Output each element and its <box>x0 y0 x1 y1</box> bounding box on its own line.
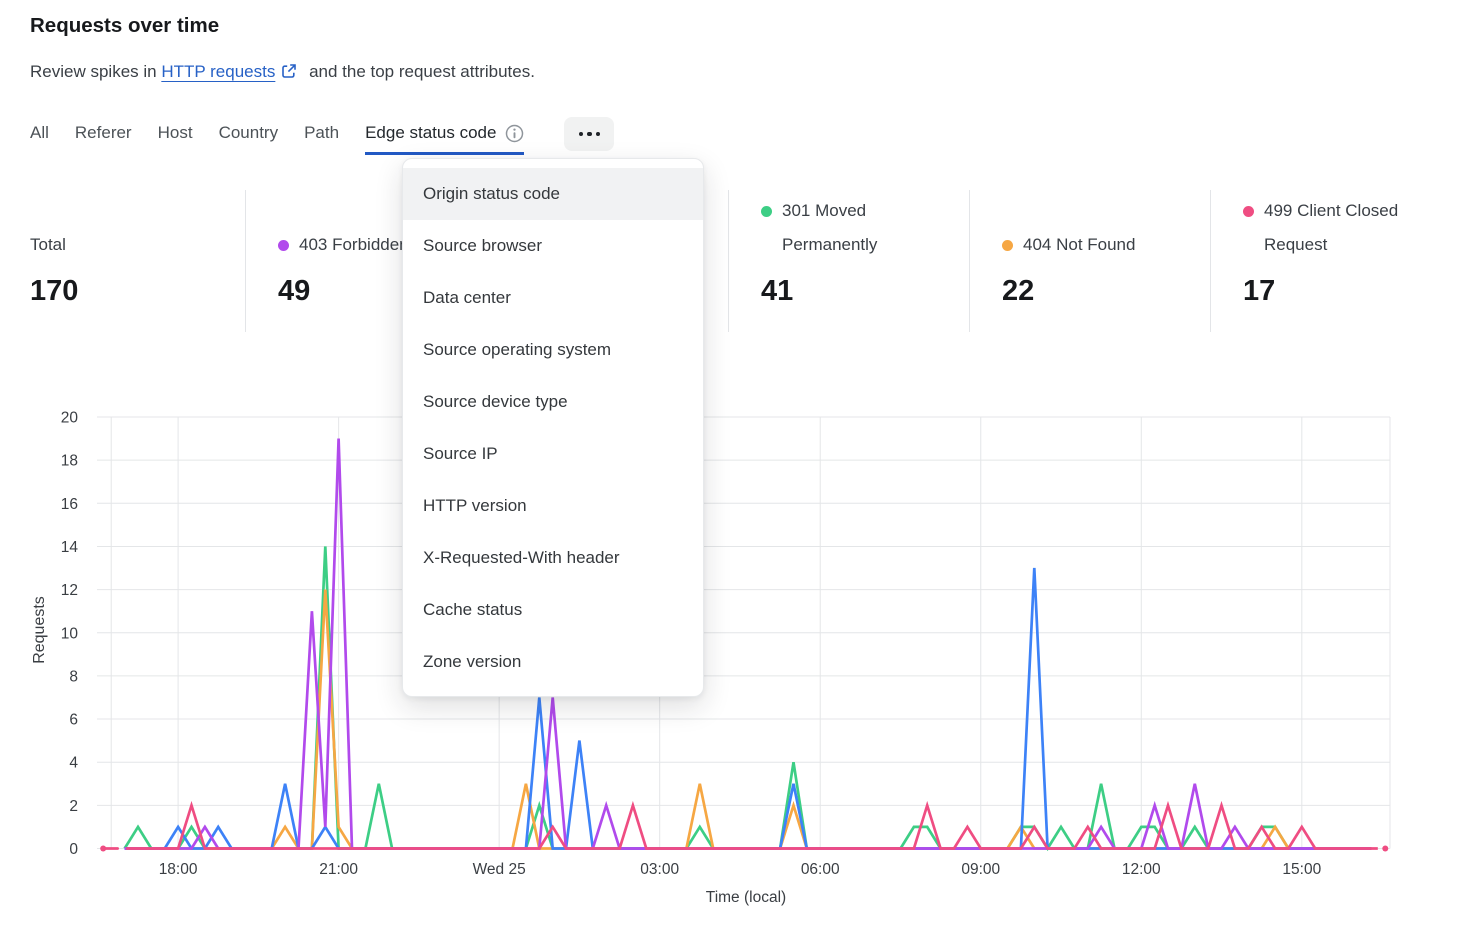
subtitle: Review spikes in HTTP requests and the t… <box>30 62 535 84</box>
y-tick-label: 6 <box>69 712 78 729</box>
tab-edge-status-code[interactable]: Edge status code <box>365 120 525 155</box>
x-axis-title: Time (local) <box>706 889 786 906</box>
attribute-dropdown-menu: Origin status code Source browser Data c… <box>402 158 704 697</box>
stat-403-value: 49 <box>278 275 311 307</box>
y-tick-label: 2 <box>69 798 78 815</box>
tab-path[interactable]: Path <box>304 123 340 142</box>
menu-item-cache-status[interactable]: Cache status <box>423 600 523 619</box>
x-tick-label: 21:00 <box>319 861 358 878</box>
legend-dot-403 <box>278 240 289 251</box>
tab-edge-status-code-label: Edge status code <box>365 123 497 142</box>
menu-item-source-browser[interactable]: Source browser <box>423 236 543 255</box>
y-tick-label: 10 <box>61 625 79 642</box>
y-tick-label: 8 <box>69 668 78 685</box>
menu-item-origin-status-code[interactable]: Origin status code <box>403 168 703 220</box>
stat-divider <box>245 190 246 332</box>
menu-item-zone-version[interactable]: Zone version <box>423 652 522 671</box>
stat-divider <box>1210 190 1211 332</box>
stat-301-moved-permanently: 301 Moved Permanently 41 <box>761 190 986 332</box>
stat-404-value: 22 <box>1002 275 1035 307</box>
series-line-499-client-closed-request <box>126 800 1378 850</box>
series-line-hidden-legend <box>124 567 1372 850</box>
stat-divider <box>969 190 970 332</box>
more-options-button[interactable] <box>564 117 615 151</box>
y-tick-label: 16 <box>61 496 78 513</box>
menu-item-x-requested-with-header[interactable]: X-Requested-With header <box>423 548 620 567</box>
tab-all[interactable]: All <box>30 123 49 142</box>
y-tick-label: 0 <box>69 841 78 858</box>
y-tick-label: 14 <box>61 539 79 556</box>
stat-total: Total 170 <box>30 190 255 332</box>
stat-404-not-found: 404 Not Found 22 <box>1002 190 1227 332</box>
stat-divider <box>728 190 729 332</box>
requests-line-chart: 0 2 4 6 8 10 12 14 16 18 20 18:00 21:00 Wed 25 03:00 06… <box>31 410 1391 906</box>
y-axis-title: Requests <box>31 596 48 664</box>
subtitle-prefix: Review spikes in <box>30 62 162 81</box>
tab-referer[interactable]: Referer <box>74 123 132 142</box>
legend-dot-404 <box>1002 240 1013 251</box>
y-tick-label: 4 <box>69 755 78 772</box>
stat-301-value: 41 <box>761 275 794 307</box>
stat-301-label: 301 Moved Permanently <box>782 201 878 254</box>
stat-499-label: 499 Client Closed Request <box>1264 201 1399 254</box>
stat-total-label: Total <box>30 235 66 254</box>
x-tick-label: 03:00 <box>640 861 679 878</box>
menu-item-data-center[interactable]: Data center <box>423 288 511 307</box>
legend-dot-301 <box>761 206 772 217</box>
series-start-dot-499-client-closed-request <box>100 845 107 852</box>
menu-item-source-device-type[interactable]: Source device type <box>423 392 568 411</box>
y-tick-label: 18 <box>61 453 78 470</box>
stat-499-client-closed-request: 499 Client Closed Request 17 <box>1243 190 1458 332</box>
x-tick-label: Wed 25 <box>473 861 526 878</box>
menu-item-source-ip[interactable]: Source IP <box>423 444 498 463</box>
ellipsis-icon <box>578 131 601 137</box>
stat-403-label: 403 Forbidden <box>299 235 409 254</box>
info-icon[interactable] <box>505 124 524 143</box>
series-line-301-moved-permanently <box>123 546 1372 852</box>
x-tick-label: 09:00 <box>961 861 1000 878</box>
x-tick-label: 18:00 <box>159 861 198 878</box>
stat-total-value: 170 <box>30 275 79 307</box>
series-line-403-forbidden <box>124 438 1372 850</box>
y-tick-label: 20 <box>61 410 79 427</box>
subtitle-suffix: and the top request attributes. <box>304 62 535 81</box>
y-tick-label: 12 <box>61 582 78 599</box>
page-title: Requests over time <box>30 14 220 37</box>
stat-499-value: 17 <box>1243 275 1276 307</box>
http-requests-link[interactable]: HTTP requests <box>161 62 276 81</box>
series-end-dot-499-client-closed-request <box>1382 845 1389 852</box>
menu-item-http-version[interactable]: HTTP version <box>423 496 527 515</box>
stat-403-forbidden: 403 Forbidden 49 <box>278 190 503 332</box>
x-tick-label: 12:00 <box>1122 861 1161 878</box>
tab-host[interactable]: Host <box>157 123 193 142</box>
legend-dot-499 <box>1243 206 1254 217</box>
menu-item-source-operating-system[interactable]: Source operating system <box>423 340 612 359</box>
tab-country[interactable]: Country <box>218 123 279 142</box>
x-tick-label: 06:00 <box>801 861 840 878</box>
x-tick-label: 15:00 <box>1282 861 1321 878</box>
stat-404-label: 404 Not Found <box>1023 235 1136 254</box>
external-link-icon[interactable] <box>281 63 297 84</box>
attribute-tabs: All Referer Host Country Path Edge statu… <box>30 117 615 155</box>
